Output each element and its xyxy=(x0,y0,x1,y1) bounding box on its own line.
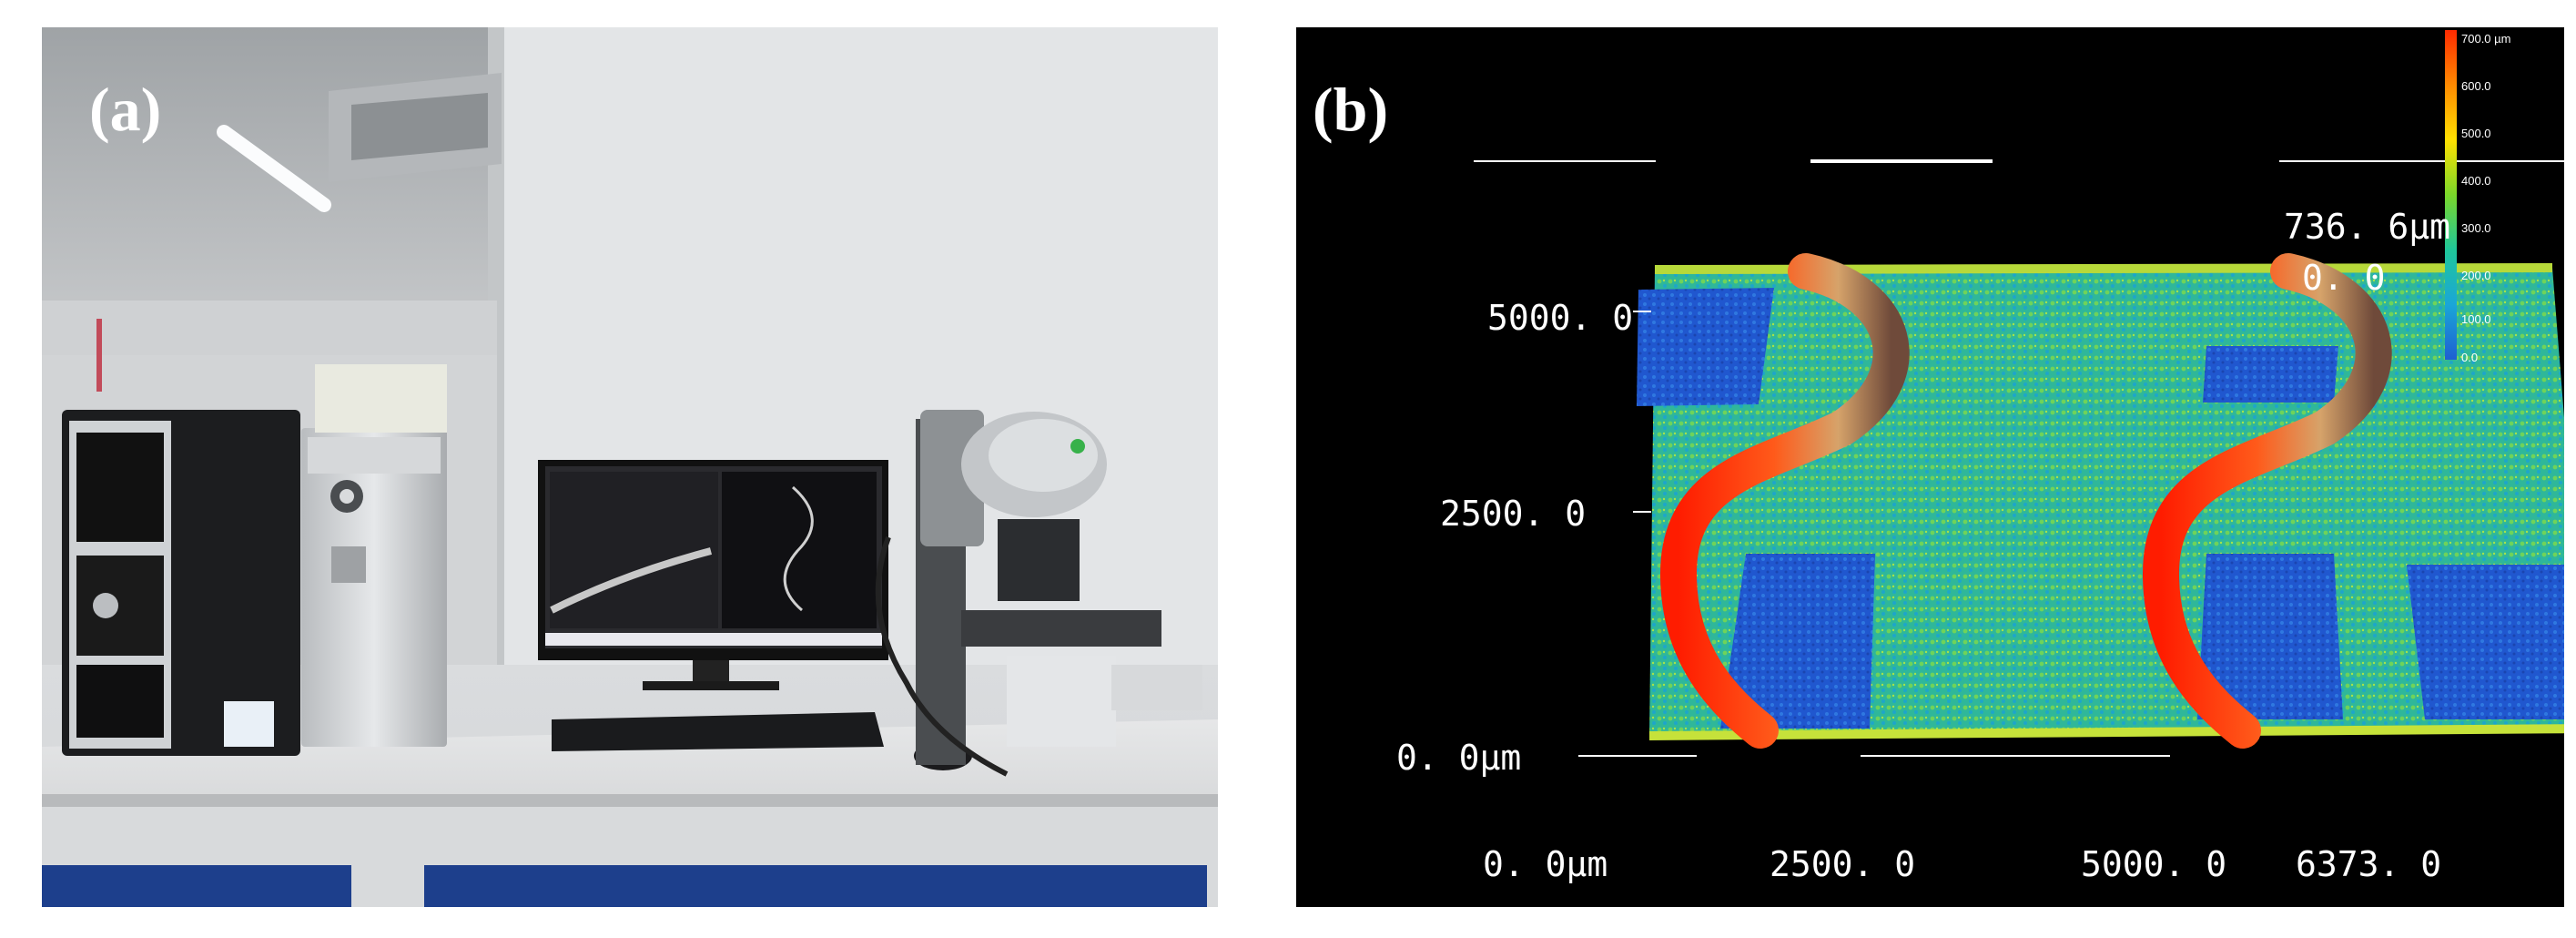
s-shaped-track xyxy=(1659,253,1910,749)
pc-tower-black xyxy=(62,410,300,756)
colorbar-tick-label: 600.0 xyxy=(2461,79,2491,93)
keyboard xyxy=(552,712,884,751)
x-axis-tick-2500: 2500. 0 xyxy=(1770,844,1916,884)
lab-equipment-photo xyxy=(42,27,1218,907)
surface-profile-panel-b: (b) 700.0 µm 600.0 500.0 400.0 300.0 200… xyxy=(1296,27,2564,907)
recess-square xyxy=(1720,554,1875,729)
small-box xyxy=(224,701,274,747)
colorbar-tick-label: 400.0 xyxy=(2461,174,2491,188)
y-axis-tick-5000: 5000. 0 xyxy=(1487,298,1634,338)
surface-profile-3d xyxy=(1474,30,2564,757)
y-axis-tick-2500: 2500. 0 xyxy=(1440,494,1587,534)
x-axis-tick-6373: 6373. 0 xyxy=(2296,844,2442,884)
recess-square xyxy=(2407,565,2564,719)
pc-tower-silver xyxy=(301,364,447,747)
ceiling-light xyxy=(217,125,331,212)
recess-square xyxy=(2197,554,2343,719)
photo-panel-a: (a) xyxy=(42,27,1218,907)
x-axis-tick-0: 0. 0μm xyxy=(1483,844,1608,884)
recess-square xyxy=(1637,288,1774,406)
monitor xyxy=(538,460,888,690)
colorbar-tick-label: 200.0 xyxy=(2461,269,2491,282)
digital-microscope xyxy=(875,410,1202,777)
s-shaped-track xyxy=(2142,253,2392,749)
colorbar-tick-label: 100.0 xyxy=(2461,312,2491,326)
y-axis-tick-0: 0. 0μm xyxy=(1396,738,1522,778)
recess-square xyxy=(2203,346,2338,403)
z-axis-max-label: 736. 6μm xyxy=(2284,207,2451,247)
panel-label-a: (a) xyxy=(89,75,162,144)
panel-label-b: (b) xyxy=(1313,75,1389,144)
z-axis-min-label: 0. 0 xyxy=(2302,258,2386,298)
x-axis-tick-5000: 5000. 0 xyxy=(2081,844,2227,884)
colorbar-tick-label: 500.0 xyxy=(2461,127,2491,140)
colorbar-tick-label: 0.0 xyxy=(2461,351,2479,364)
colorbar-tick-label: 700.0 µm xyxy=(2461,32,2511,46)
colorbar-tick-label: 300.0 xyxy=(2461,221,2491,235)
colorbar xyxy=(2445,30,2457,360)
